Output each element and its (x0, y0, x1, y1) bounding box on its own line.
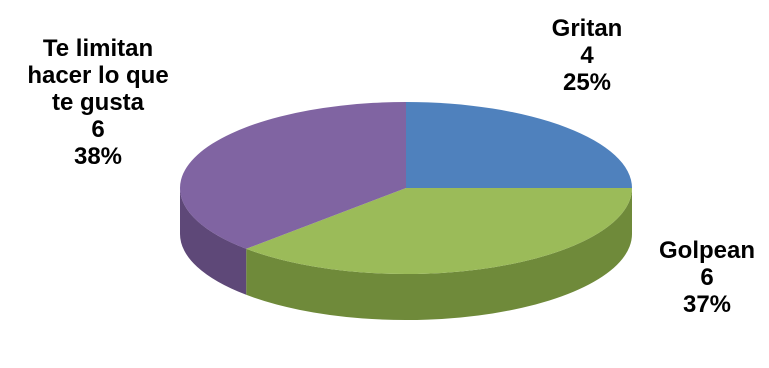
pie-side-1 (246, 188, 633, 321)
pie-side-2 (180, 188, 247, 295)
pie-label-1: Golpean 6 37% (659, 237, 755, 318)
pie-label-0: Gritan 4 25% (552, 15, 623, 96)
pie-slice-2 (179, 101, 406, 249)
pie-sides (180, 188, 633, 321)
pie-label-2: Te limitan hacer lo que te gusta 6 38% (27, 35, 168, 170)
pie-slice-0 (406, 102, 632, 188)
pie-slice-1 (246, 188, 633, 274)
pie-tops (179, 101, 633, 274)
pie-labels: Gritan 4 25% Golpean 6 37% Te limitan hacer lo … (27, 15, 755, 318)
